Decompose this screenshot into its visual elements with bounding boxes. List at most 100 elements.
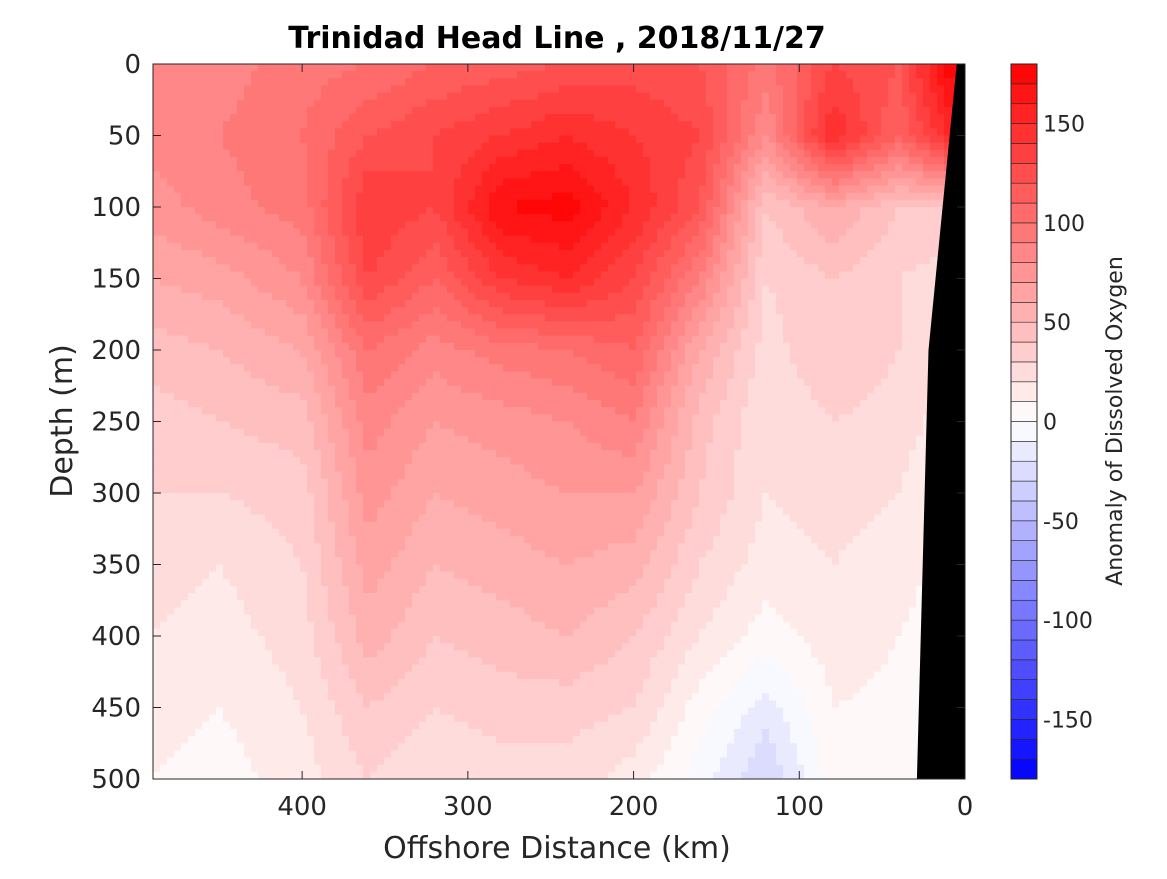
heatmap-cell xyxy=(839,135,847,144)
heatmap-cell xyxy=(657,71,665,79)
heatmap-cell xyxy=(398,149,406,158)
heatmap-cell xyxy=(230,164,238,172)
heatmap-cell xyxy=(923,264,931,272)
heatmap-cell xyxy=(601,149,609,158)
heatmap-cell xyxy=(573,185,581,194)
heatmap-cell xyxy=(664,214,672,222)
heatmap-cell xyxy=(251,285,259,294)
heatmap-cell xyxy=(286,342,294,351)
heatmap-cell xyxy=(902,278,910,287)
heatmap-cell xyxy=(307,335,315,344)
heatmap-cell xyxy=(664,235,672,244)
heatmap-cell xyxy=(335,128,343,137)
heatmap-cell xyxy=(209,99,217,108)
heatmap-cell xyxy=(867,71,875,79)
heatmap-cell xyxy=(363,299,371,308)
heatmap-cell xyxy=(608,335,616,344)
heatmap-cell xyxy=(846,142,854,151)
heatmap-cell xyxy=(272,99,280,108)
heatmap-cell xyxy=(671,178,679,187)
heatmap-cell xyxy=(377,278,385,287)
heatmap-cell xyxy=(160,92,168,101)
heatmap-cell xyxy=(419,278,427,287)
heatmap-cell xyxy=(412,185,420,194)
heatmap-cell xyxy=(601,271,609,280)
heatmap-cell xyxy=(335,164,343,172)
heatmap-cell xyxy=(706,321,714,330)
heatmap-cell xyxy=(335,207,343,215)
heatmap-cell xyxy=(321,171,329,179)
heatmap-cell xyxy=(769,64,777,72)
heatmap-cell xyxy=(237,142,245,151)
heatmap-cell xyxy=(566,249,574,258)
heatmap-cell xyxy=(713,335,721,344)
heatmap-cell xyxy=(776,128,784,137)
heatmap-cell xyxy=(209,228,217,237)
heatmap-cell xyxy=(314,328,322,337)
heatmap-cell xyxy=(559,328,567,337)
heatmap-cell xyxy=(167,364,175,373)
heatmap-cell xyxy=(503,342,511,351)
heatmap-cell xyxy=(419,350,427,358)
heatmap-cell xyxy=(734,156,742,165)
heatmap-cell xyxy=(664,307,672,315)
heatmap-cell xyxy=(398,214,406,222)
heatmap-cell xyxy=(734,178,742,187)
heatmap-cell xyxy=(251,142,259,151)
heatmap-cell xyxy=(538,285,546,294)
heatmap-cell xyxy=(594,364,602,373)
heatmap-cell xyxy=(489,342,497,351)
heatmap-cell xyxy=(699,171,707,179)
heatmap-cell xyxy=(622,314,630,322)
heatmap-cell xyxy=(713,285,721,294)
heatmap-cell xyxy=(615,156,623,165)
heatmap-cell xyxy=(335,335,343,344)
heatmap-cell xyxy=(160,307,168,315)
heatmap-cell xyxy=(811,214,819,222)
heatmap-cell xyxy=(902,342,910,351)
heatmap-cell xyxy=(300,78,308,87)
heatmap-cell xyxy=(314,214,322,222)
heatmap-cell xyxy=(181,264,189,272)
heatmap-cell xyxy=(251,221,259,230)
heatmap-cell xyxy=(272,264,280,272)
heatmap-cell xyxy=(916,178,924,187)
heatmap-cell xyxy=(545,185,553,194)
heatmap-cell xyxy=(167,321,175,330)
heatmap-cell xyxy=(496,350,504,358)
heatmap-cell xyxy=(580,214,588,222)
heatmap-cell xyxy=(461,114,469,122)
heatmap-cell xyxy=(279,299,287,308)
heatmap-cell xyxy=(643,342,651,351)
heatmap-cell xyxy=(916,328,924,337)
heatmap-cell xyxy=(622,71,630,79)
heatmap-cell xyxy=(314,285,322,294)
heatmap-cell xyxy=(909,314,917,322)
heatmap-cell xyxy=(524,235,532,244)
heatmap-cell xyxy=(167,164,175,172)
heatmap-cell xyxy=(314,199,322,208)
heatmap-cell xyxy=(587,335,595,344)
heatmap-cell xyxy=(391,106,399,115)
heatmap-cell xyxy=(265,92,273,101)
heatmap-cell xyxy=(412,171,420,179)
heatmap-cell xyxy=(370,128,378,137)
heatmap-cell xyxy=(713,321,721,330)
heatmap-cell xyxy=(769,285,777,294)
heatmap-cell xyxy=(384,264,392,272)
heatmap-cell xyxy=(790,342,798,351)
heatmap-cell xyxy=(188,207,196,215)
heatmap-cell xyxy=(328,278,336,287)
heatmap-cell xyxy=(363,192,371,201)
heatmap-cell xyxy=(545,142,553,151)
heatmap-cell xyxy=(538,292,546,301)
heatmap-cell xyxy=(727,121,735,129)
heatmap-cell xyxy=(636,335,644,344)
heatmap-cell xyxy=(846,171,854,179)
heatmap-cell xyxy=(174,214,182,222)
heatmap-cell xyxy=(258,199,266,208)
heatmap-cell xyxy=(783,85,791,94)
heatmap-cell xyxy=(692,207,700,215)
heatmap-cell xyxy=(181,292,189,301)
heatmap-cell xyxy=(748,242,756,251)
